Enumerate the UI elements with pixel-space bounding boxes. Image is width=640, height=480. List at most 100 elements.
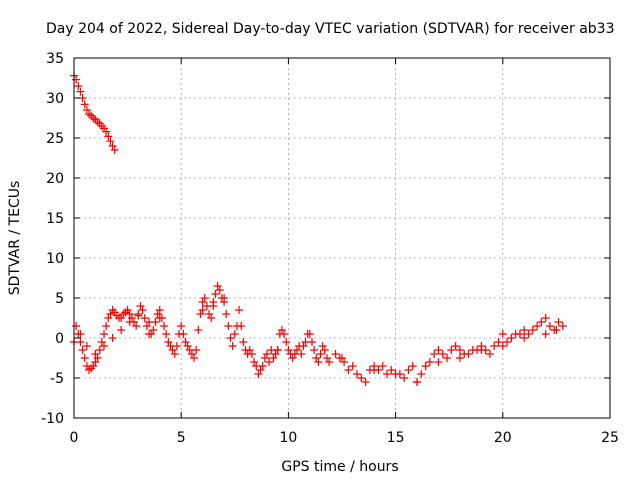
data-point-marker <box>179 330 188 338</box>
data-point-marker <box>108 142 117 150</box>
data-point-marker <box>117 326 126 334</box>
data-point-marker <box>132 322 141 330</box>
data-point-marker <box>82 342 91 350</box>
y-tick-label: 20 <box>46 171 64 187</box>
data-point-marker <box>498 330 507 338</box>
data-point-marker <box>515 330 524 338</box>
data-point-marker <box>413 378 422 386</box>
data-point-marker <box>447 346 456 354</box>
data-point-marker <box>258 362 267 370</box>
data-point-marker <box>552 326 561 334</box>
data-point-marker <box>102 322 111 330</box>
data-point-marker <box>503 338 512 346</box>
data-point-marker <box>247 350 256 358</box>
data-point-marker <box>160 322 169 330</box>
x-tick-label: 20 <box>494 430 512 446</box>
data-point-marker <box>76 87 85 96</box>
data-point-marker <box>451 342 460 350</box>
data-point-marker <box>85 366 94 374</box>
data-point-marker <box>537 318 546 326</box>
data-point-marker <box>273 346 282 354</box>
data-point-marker <box>142 322 151 330</box>
data-point-marker <box>322 354 331 362</box>
data-point-marker <box>383 370 392 378</box>
data-point-marker <box>235 306 244 314</box>
data-point-marker <box>213 282 222 290</box>
data-point-marker <box>80 354 89 362</box>
data-point-marker <box>528 326 537 334</box>
data-point-marker <box>299 342 308 350</box>
data-point-marker <box>297 350 306 358</box>
data-point-marker <box>226 334 235 342</box>
y-tick-label: 15 <box>46 211 64 227</box>
data-point-marker <box>395 370 404 378</box>
data-point-marker <box>181 338 190 346</box>
data-point-marker <box>340 358 349 366</box>
data-point-marker <box>76 330 85 338</box>
data-point-marker <box>325 358 334 366</box>
x-tick-label: 25 <box>601 430 619 446</box>
data-point-marker <box>125 318 134 326</box>
data-point-marker <box>314 358 323 366</box>
chart-title: Day 204 of 2022, Sidereal Day-to-day VTE… <box>46 21 615 37</box>
data-point-marker <box>312 354 321 362</box>
data-point-marker <box>215 286 224 294</box>
data-point-marker <box>338 354 346 362</box>
data-point-marker <box>91 350 100 358</box>
data-point-marker <box>102 127 111 136</box>
data-point-marker <box>524 330 533 338</box>
data-point-marker <box>80 100 89 109</box>
data-point-marker <box>147 330 156 338</box>
data-point-marker <box>370 366 379 374</box>
data-point-marker <box>95 346 104 354</box>
y-tick-label: 5 <box>55 291 64 307</box>
data-point-marker <box>443 354 452 362</box>
data-point-marker <box>417 370 426 378</box>
data-point-marker <box>106 310 115 318</box>
data-point-marker <box>269 354 278 362</box>
data-point-marker <box>145 318 154 326</box>
data-point-marker <box>149 326 158 334</box>
data-point-marker <box>425 358 434 366</box>
data-point-marker <box>387 366 396 374</box>
data-point-marker <box>305 330 314 338</box>
data-point-marker <box>170 350 179 358</box>
data-point-marker <box>520 326 529 334</box>
data-point-marker <box>200 294 209 302</box>
data-point-marker <box>74 82 83 90</box>
data-point-marker <box>434 346 443 354</box>
data-point-marker <box>554 318 563 326</box>
data-point-marker <box>331 350 340 358</box>
data-point-marker <box>408 362 417 370</box>
data-point-marker <box>192 346 201 354</box>
data-point-marker <box>162 330 171 338</box>
data-point-marker <box>250 358 259 366</box>
data-point-marker <box>477 346 486 354</box>
data-point-marker <box>82 106 91 114</box>
y-tick-label: 30 <box>46 91 64 107</box>
data-point-marker <box>222 310 231 318</box>
data-point-marker <box>520 334 529 342</box>
y-tick-label: -5 <box>50 371 64 387</box>
y-tick-label: 25 <box>46 131 64 147</box>
data-point-marker <box>125 310 134 318</box>
data-point-marker <box>104 314 113 322</box>
data-point-marker <box>196 310 205 318</box>
data-point-marker <box>106 137 115 146</box>
data-point-marker <box>209 298 218 306</box>
data-point-marker <box>541 330 550 338</box>
data-point-marker <box>100 342 109 350</box>
data-point-marker <box>230 330 239 338</box>
data-point-marker <box>282 338 291 346</box>
data-point-marker <box>455 354 464 362</box>
data-point-marker <box>265 358 274 366</box>
data-point-marker <box>72 322 81 330</box>
data-point-marker <box>76 338 85 346</box>
data-point-marker <box>318 342 327 350</box>
data-point-marker <box>134 311 143 320</box>
axis-ticks: 0 5 10 15 20 25 -10 -5 0 5 10 15 20 25 30 35 <box>41 51 619 446</box>
plot-frame <box>73 57 611 419</box>
data-point-marker <box>320 346 329 354</box>
data-point-marker <box>97 338 106 346</box>
data-point-marker <box>490 342 499 350</box>
